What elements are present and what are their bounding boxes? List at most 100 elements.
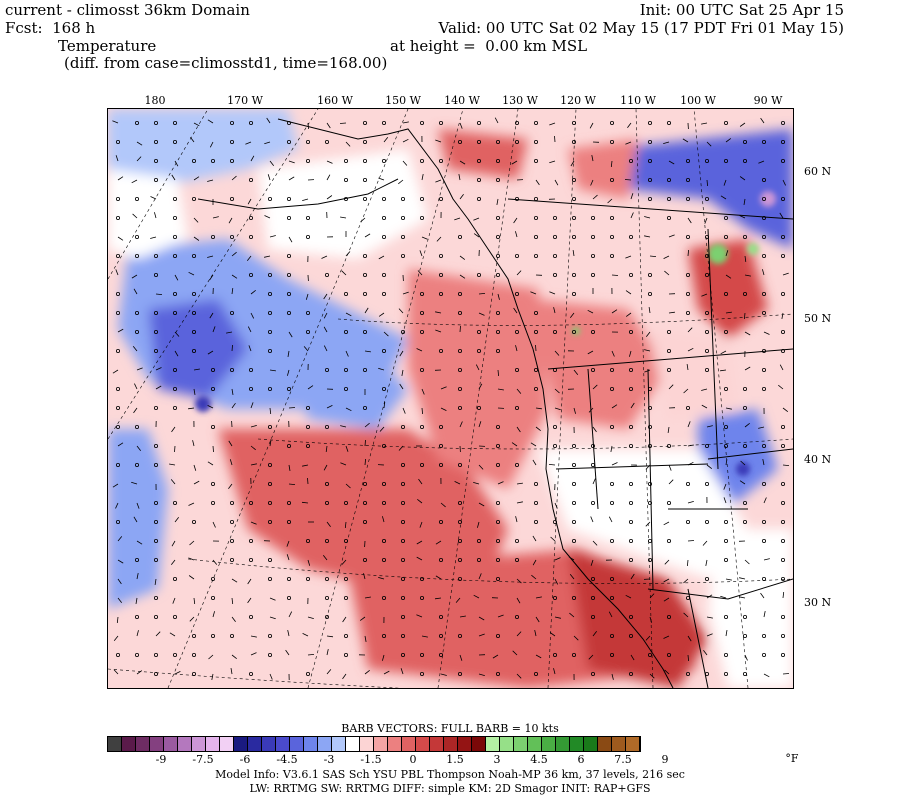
wind-barb	[174, 331, 180, 337]
wind-barb	[512, 650, 518, 656]
calm-wind-marker	[724, 235, 729, 240]
wind-barb	[725, 138, 732, 143]
wind-barb	[246, 255, 252, 261]
wind-barb	[591, 155, 594, 162]
calm-wind-marker	[457, 519, 462, 524]
wind-barb	[478, 312, 485, 316]
calm-wind-marker	[476, 139, 481, 144]
wind-barb	[782, 272, 789, 276]
calm-wind-marker	[667, 614, 672, 619]
wind-barb	[288, 176, 295, 181]
wind-barb	[435, 329, 442, 333]
calm-wind-marker	[438, 159, 443, 164]
warm-extreme-spot	[572, 327, 580, 335]
wind-barb	[212, 559, 218, 565]
calm-wind-marker	[173, 253, 178, 258]
calm-wind-marker	[305, 424, 310, 429]
wind-barb	[364, 307, 369, 314]
wind-barb	[686, 364, 689, 371]
calm-wind-marker	[686, 310, 691, 315]
wind-barb	[682, 138, 689, 143]
calm-wind-marker	[629, 634, 634, 639]
calm-wind-marker	[211, 235, 216, 240]
wind-barb	[723, 497, 727, 504]
calm-wind-marker	[400, 519, 405, 524]
calm-wind-marker	[590, 272, 595, 277]
calm-wind-marker	[400, 653, 405, 658]
calm-wind-marker	[667, 216, 672, 221]
neutral-region	[538, 449, 748, 579]
wind-barb	[568, 556, 575, 561]
wind-barb	[288, 611, 293, 618]
calm-wind-marker	[495, 500, 500, 505]
calm-wind-marker	[514, 291, 519, 296]
calm-wind-marker	[495, 576, 500, 581]
calm-wind-marker	[590, 595, 595, 600]
calm-wind-marker	[724, 672, 729, 677]
calm-wind-marker	[305, 672, 310, 677]
wind-barb	[341, 270, 347, 276]
calm-wind-marker	[762, 576, 767, 581]
wind-barb	[264, 215, 271, 219]
calm-wind-marker	[134, 614, 139, 619]
calm-wind-marker	[590, 367, 595, 372]
calm-wind-marker	[211, 576, 216, 581]
calm-wind-marker	[781, 139, 786, 144]
calm-wind-marker	[590, 329, 595, 334]
wind-barb	[416, 540, 423, 545]
color-swatch	[514, 737, 528, 751]
wind-barb	[663, 255, 670, 259]
calm-wind-marker	[419, 462, 424, 467]
calm-wind-marker	[590, 216, 595, 221]
calm-wind-marker	[192, 519, 197, 524]
calm-wind-marker	[419, 291, 424, 296]
calm-wind-marker	[362, 253, 367, 258]
calm-wind-marker	[305, 576, 310, 581]
calm-wind-marker	[154, 500, 159, 505]
wind-barb	[250, 445, 256, 451]
calm-wind-marker	[267, 500, 272, 505]
wind-barb	[341, 559, 347, 565]
calm-wind-marker	[248, 386, 253, 391]
wind-barb	[417, 498, 423, 504]
calm-wind-marker	[115, 139, 120, 144]
calm-wind-marker	[154, 672, 159, 677]
wind-barb	[436, 236, 442, 242]
wind-barb	[247, 578, 252, 585]
calm-wind-marker	[571, 443, 576, 448]
warm-anomaly-region	[568, 139, 638, 199]
wind-barb	[378, 577, 385, 580]
calm-wind-marker	[248, 557, 253, 562]
calm-wind-marker	[724, 557, 729, 562]
calm-wind-marker	[457, 672, 462, 677]
color-swatch	[626, 737, 640, 751]
wind-barb	[478, 421, 482, 428]
calm-wind-marker	[438, 557, 443, 562]
calm-wind-marker	[629, 614, 634, 619]
wind-barb	[231, 597, 234, 605]
calm-wind-marker	[552, 653, 557, 658]
wind-barb	[610, 445, 613, 452]
calm-wind-marker	[457, 310, 462, 315]
wind-barb	[435, 540, 442, 545]
wind-barb	[625, 594, 632, 599]
temperature-diff-map	[107, 108, 794, 689]
wind-barb	[269, 369, 276, 372]
calm-wind-marker	[419, 595, 424, 600]
calm-wind-marker	[495, 348, 500, 353]
wind-barb	[228, 217, 233, 224]
warm-anomaly-region	[218, 429, 508, 589]
wind-barb	[645, 521, 651, 527]
calm-wind-marker	[667, 197, 672, 202]
wind-barb	[459, 160, 466, 165]
calm-wind-marker	[495, 424, 500, 429]
calm-wind-marker	[438, 519, 443, 524]
calm-wind-marker	[343, 386, 348, 391]
calm-wind-marker	[762, 291, 767, 296]
wind-barb	[532, 559, 537, 566]
wind-barb	[573, 369, 579, 375]
wind-barb	[477, 521, 480, 528]
calm-wind-marker	[533, 253, 538, 258]
calm-wind-marker	[781, 329, 786, 334]
wind-barb	[516, 501, 523, 504]
